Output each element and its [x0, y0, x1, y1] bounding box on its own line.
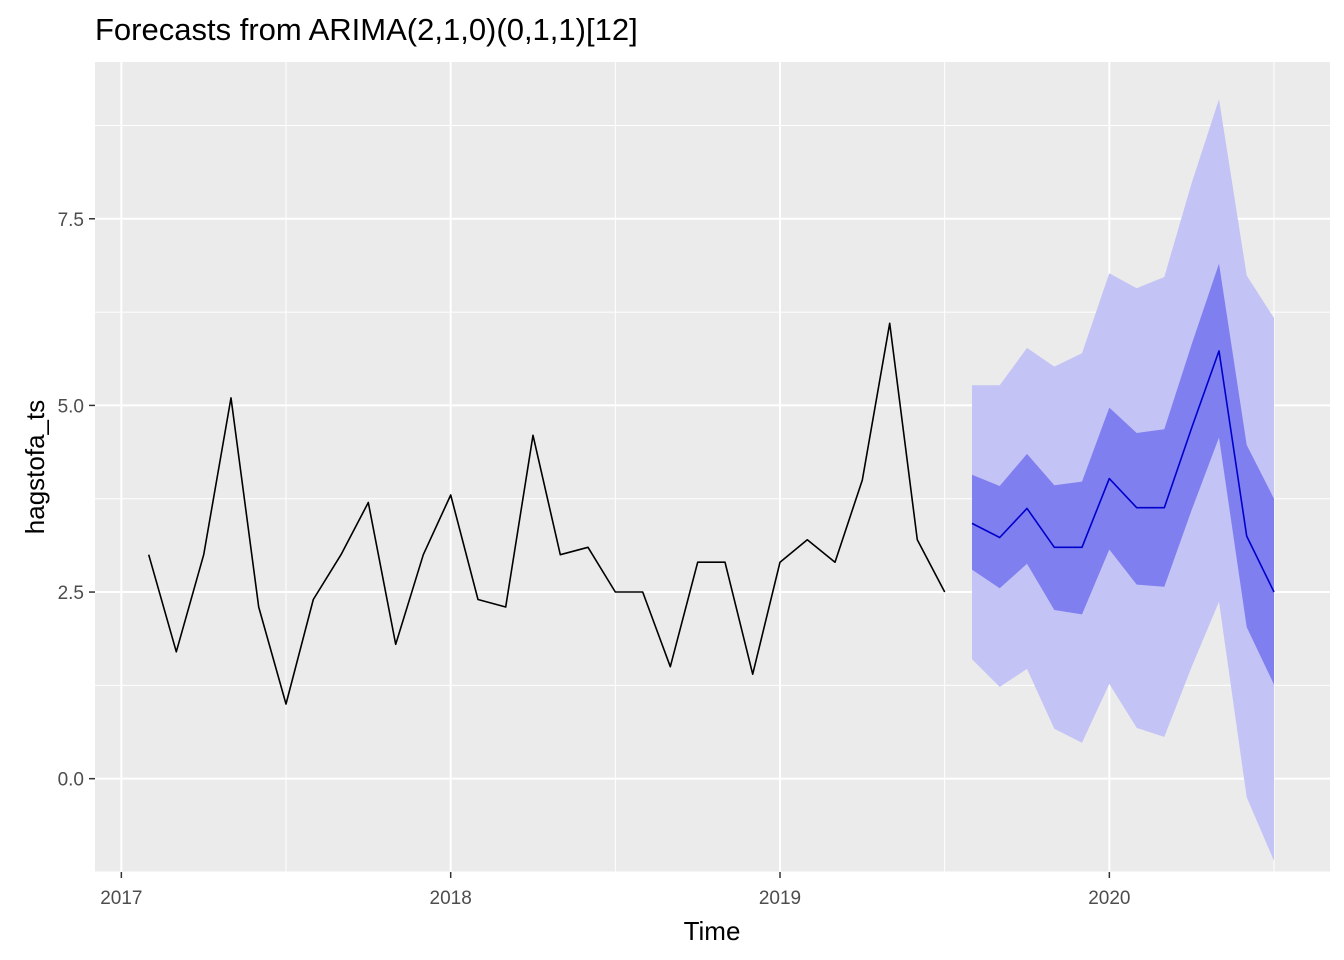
x-tick-label: 2020 [1088, 888, 1130, 909]
y-tick-label: 5.0 [58, 396, 84, 417]
x-tick-label: 2018 [430, 888, 472, 909]
band-80 [972, 263, 1274, 685]
axis-ticks: 2017 2018 2019 2020 0.0 2.5 5.0 7.5 [58, 210, 1131, 909]
grid-lines [95, 62, 1330, 873]
x-tick-label: 2017 [100, 888, 142, 909]
x-tick-label: 2019 [759, 888, 801, 909]
series-lines [147, 322, 1275, 705]
y-axis-title: hagstofa_ts [20, 400, 50, 534]
chart-title: Forecasts from ARIMA(2,1,0)(0,1,1)[12] [95, 12, 638, 47]
observed-line [147, 322, 946, 705]
y-tick-label: 2.5 [58, 583, 84, 604]
y-tick-label: 7.5 [58, 210, 84, 231]
prediction-intervals [972, 99, 1274, 861]
y-tick-label: 0.0 [58, 770, 84, 791]
forecast-line [971, 350, 1275, 593]
x-axis-title: Time [684, 916, 741, 946]
